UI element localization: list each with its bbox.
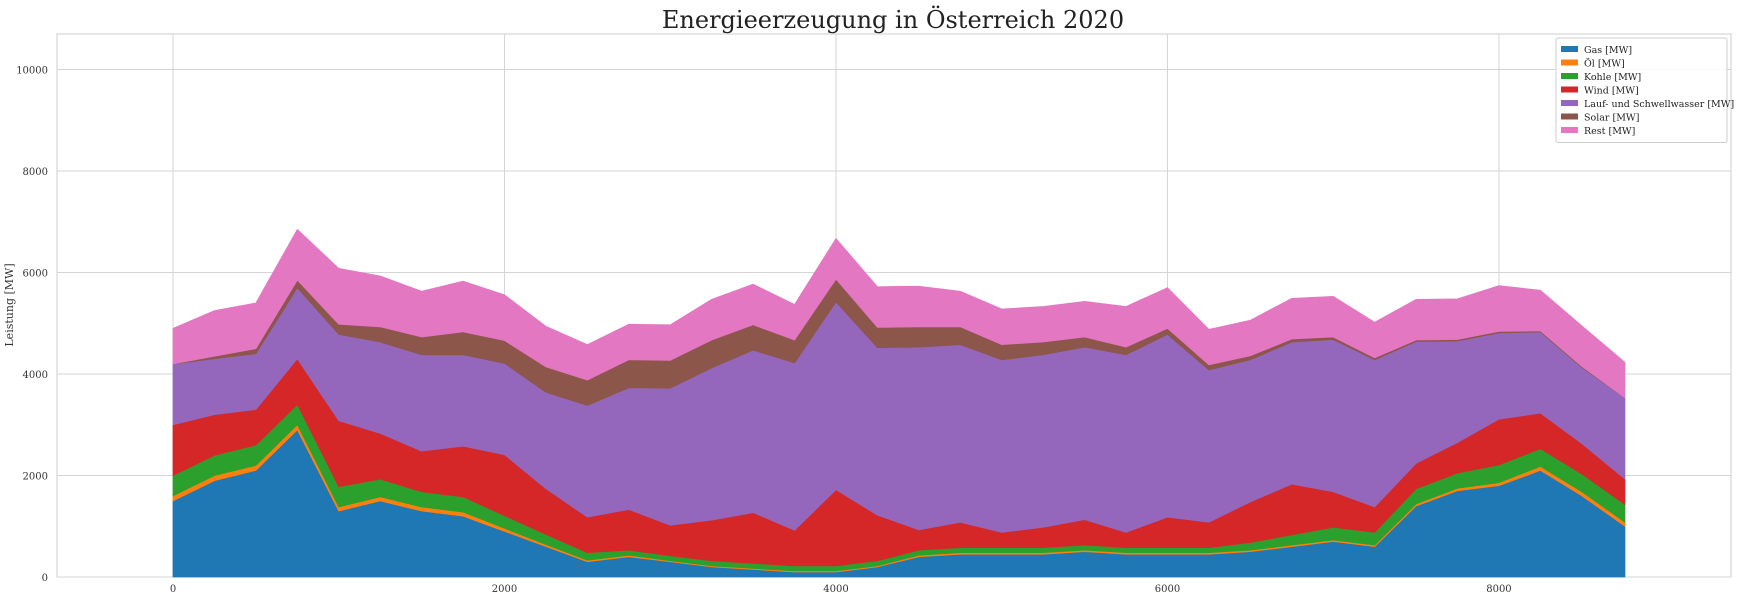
legend-label: Gas [MW]	[1584, 45, 1632, 56]
legend-swatch	[1561, 113, 1578, 120]
x-tick-label: 2000	[492, 584, 517, 595]
axis-ticks: 0 2000 4000 6000 8000 0 2000 4000 6000 8000 10000	[16, 66, 1511, 595]
legend-label: Kohle [MW]	[1584, 72, 1641, 83]
legend-label: Solar [MW]	[1584, 113, 1639, 124]
x-tick-label: 4000	[823, 584, 848, 595]
legend-swatch	[1561, 59, 1578, 66]
area-rest-mw	[172, 228, 1626, 399]
y-tick-label: 0	[42, 573, 48, 584]
legend-swatch	[1561, 46, 1578, 52]
x-tick-label: 6000	[1155, 584, 1180, 595]
y-tick-label: 6000	[23, 269, 48, 280]
legend-label: Lauf- und Schwellwasser [MW]	[1584, 99, 1734, 110]
legend-swatch	[1561, 86, 1578, 93]
area-series-group	[172, 228, 1626, 578]
chart-title: Energieerzeugung in Österreich 2020	[662, 5, 1124, 34]
x-tick-label: 0	[170, 584, 176, 595]
y-tick-label: 8000	[23, 167, 48, 178]
legend-box	[1555, 37, 1728, 143]
x-tick-label: 8000	[1486, 584, 1511, 595]
legend-swatch	[1561, 73, 1578, 79]
legend-label: Öl [MW]	[1584, 58, 1625, 70]
y-tick-label: 10000	[16, 66, 48, 77]
y-axis-label: Leistung [MW]	[3, 263, 16, 346]
legend-swatch	[1561, 100, 1578, 106]
legend-label: Wind [MW]	[1584, 86, 1639, 97]
y-tick-label: 2000	[23, 472, 48, 483]
y-tick-label: 4000	[23, 370, 48, 381]
legend-label: Rest [MW]	[1584, 126, 1635, 137]
legend-swatch	[1561, 127, 1578, 133]
legend: Gas [MW] Öl [MW] Kohle [MW] Wind [MW] Lauf- …	[1555, 37, 1734, 143]
